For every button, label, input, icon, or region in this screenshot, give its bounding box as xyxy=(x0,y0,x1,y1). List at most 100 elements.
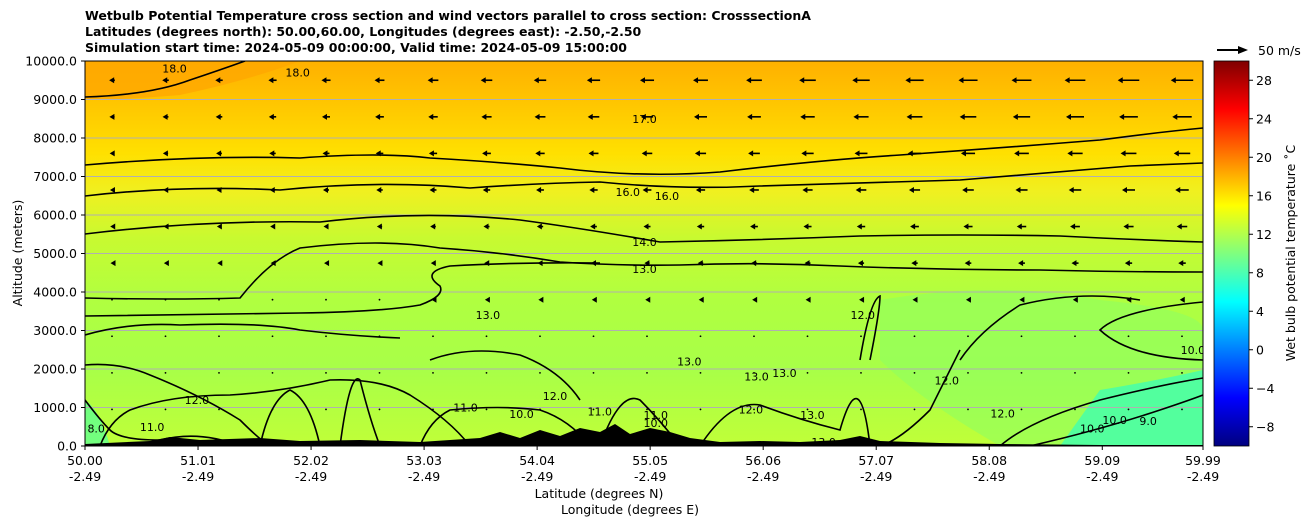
wind-vector xyxy=(268,77,277,84)
wind-vector xyxy=(1179,296,1185,303)
colorbar-tick-label: 16 xyxy=(1256,188,1272,203)
x-tick-label-latitude: 58.08 xyxy=(971,453,1007,468)
x-tick-label-latitude: 55.05 xyxy=(632,453,668,468)
x-tick-label-longitude: -2.49 xyxy=(182,469,214,484)
wind-vector xyxy=(1120,150,1137,157)
wind-vector xyxy=(215,113,223,120)
contour-label: 13.0 xyxy=(772,367,797,380)
wind-vector xyxy=(431,296,437,303)
wind-vector xyxy=(162,77,169,84)
wind-vector xyxy=(1016,223,1027,230)
warm-region xyxy=(85,61,300,100)
wind-vector xyxy=(804,260,811,267)
contour-label: 10.0 xyxy=(1102,414,1127,427)
wind-vector xyxy=(322,150,330,157)
wind-vector xyxy=(1181,371,1183,374)
colorbar-tick-label: 8 xyxy=(1256,265,1264,280)
wind-vector xyxy=(217,260,223,267)
y-tick-label: 6000.0 xyxy=(33,208,77,223)
wind-vector xyxy=(1071,260,1079,267)
x-tick-label-longitude: -2.49 xyxy=(973,469,1005,484)
quiver-key-label: 50 m/s xyxy=(1258,43,1301,58)
wind-vector xyxy=(111,335,113,338)
x-tick-label-latitude: 57.07 xyxy=(858,453,894,468)
wind-vector xyxy=(1072,296,1078,303)
wind-vector xyxy=(640,113,654,120)
contour-label: 12.0 xyxy=(934,375,959,388)
colorbar-tick-label: 20 xyxy=(1256,150,1272,165)
wind-vector xyxy=(967,408,969,411)
wind-vector xyxy=(589,186,598,193)
wind-vector xyxy=(1119,113,1138,120)
contour-label: 9.0 xyxy=(1139,415,1157,428)
wind-vector xyxy=(164,408,167,411)
wind-vector xyxy=(375,113,384,120)
wind-vector xyxy=(109,150,115,157)
wind-vector xyxy=(906,113,923,120)
wind-vector xyxy=(110,260,116,267)
contour-label: 13.0 xyxy=(677,355,702,368)
wind-vector xyxy=(324,260,330,267)
wind-vector xyxy=(378,371,381,374)
colorbar-tick-label: 28 xyxy=(1256,73,1272,88)
wind-vector xyxy=(534,113,546,120)
wind-vector xyxy=(1175,186,1189,193)
wind-vector xyxy=(377,260,383,267)
wind-vector xyxy=(539,371,541,374)
wind-vector xyxy=(803,223,812,230)
contour-label: 16.0 xyxy=(616,186,641,199)
wind-vector xyxy=(746,77,762,84)
wind-vector xyxy=(325,408,327,411)
y-tick-label: 1000.0 xyxy=(33,400,77,415)
contour-label: 11.0 xyxy=(644,409,669,422)
quiver-key: 50 m/s xyxy=(1217,43,1301,58)
x-tick-label-longitude: -2.49 xyxy=(1187,469,1219,484)
wind-vector xyxy=(485,335,488,338)
wind-vector xyxy=(860,371,862,374)
wind-vector xyxy=(911,260,918,267)
x-tick-label-longitude: -2.49 xyxy=(69,469,101,484)
wind-vector xyxy=(646,371,648,374)
wind-vector xyxy=(592,408,595,411)
y-tick-label: 0.0 xyxy=(57,439,77,454)
contour-label: 12.0 xyxy=(739,403,764,416)
wind-vector xyxy=(164,335,167,338)
wind-vector xyxy=(959,113,977,120)
wind-vector xyxy=(325,335,327,338)
wind-vectors xyxy=(109,77,1194,411)
wind-vector xyxy=(910,223,919,230)
wind-vector xyxy=(378,335,381,338)
x-tick-label-longitude: -2.49 xyxy=(1086,469,1118,484)
wind-vector xyxy=(696,223,705,230)
wind-vector xyxy=(588,150,599,157)
wind-vector xyxy=(484,260,490,267)
wind-vector xyxy=(591,296,597,303)
wind-vector xyxy=(913,371,916,374)
contour-label: 13.0 xyxy=(476,309,501,322)
wind-vector xyxy=(1127,371,1130,374)
contour-label: 17.0 xyxy=(632,113,657,126)
contour-label: 12.0 xyxy=(990,407,1015,420)
wind-vector xyxy=(587,113,600,120)
y-axis: 0.0 1000.0 2000.0 3000.0 4000.0 5000.0 6000.0 7… xyxy=(25,54,85,454)
wind-vector xyxy=(535,150,545,157)
contour-label: 18.0 xyxy=(162,63,187,76)
contour-label: 11.0 xyxy=(588,405,613,418)
quiver-key-arrowhead-icon xyxy=(1238,46,1248,54)
wind-vector xyxy=(693,77,708,84)
wind-vector xyxy=(378,298,381,301)
wind-vector xyxy=(536,186,544,193)
y-tick-label: 2000.0 xyxy=(33,362,77,377)
wind-vector xyxy=(963,223,973,230)
colorbar-ticks: −8 −4 0 4 8 12 16 20 24 28 xyxy=(1249,73,1274,434)
x-tick-label-longitude: -2.49 xyxy=(634,469,666,484)
x-tick-label-longitude: -2.49 xyxy=(295,469,327,484)
wind-vector xyxy=(697,260,704,267)
colorbar-label: Wet bulb potential temperature ˚C xyxy=(1283,144,1298,361)
wind-vector xyxy=(643,223,651,230)
wind-vector xyxy=(586,77,601,84)
contour-label: 11.0 xyxy=(453,402,478,415)
wind-vector xyxy=(1126,296,1132,303)
wind-vector xyxy=(539,408,541,411)
wind-vector xyxy=(967,371,969,374)
